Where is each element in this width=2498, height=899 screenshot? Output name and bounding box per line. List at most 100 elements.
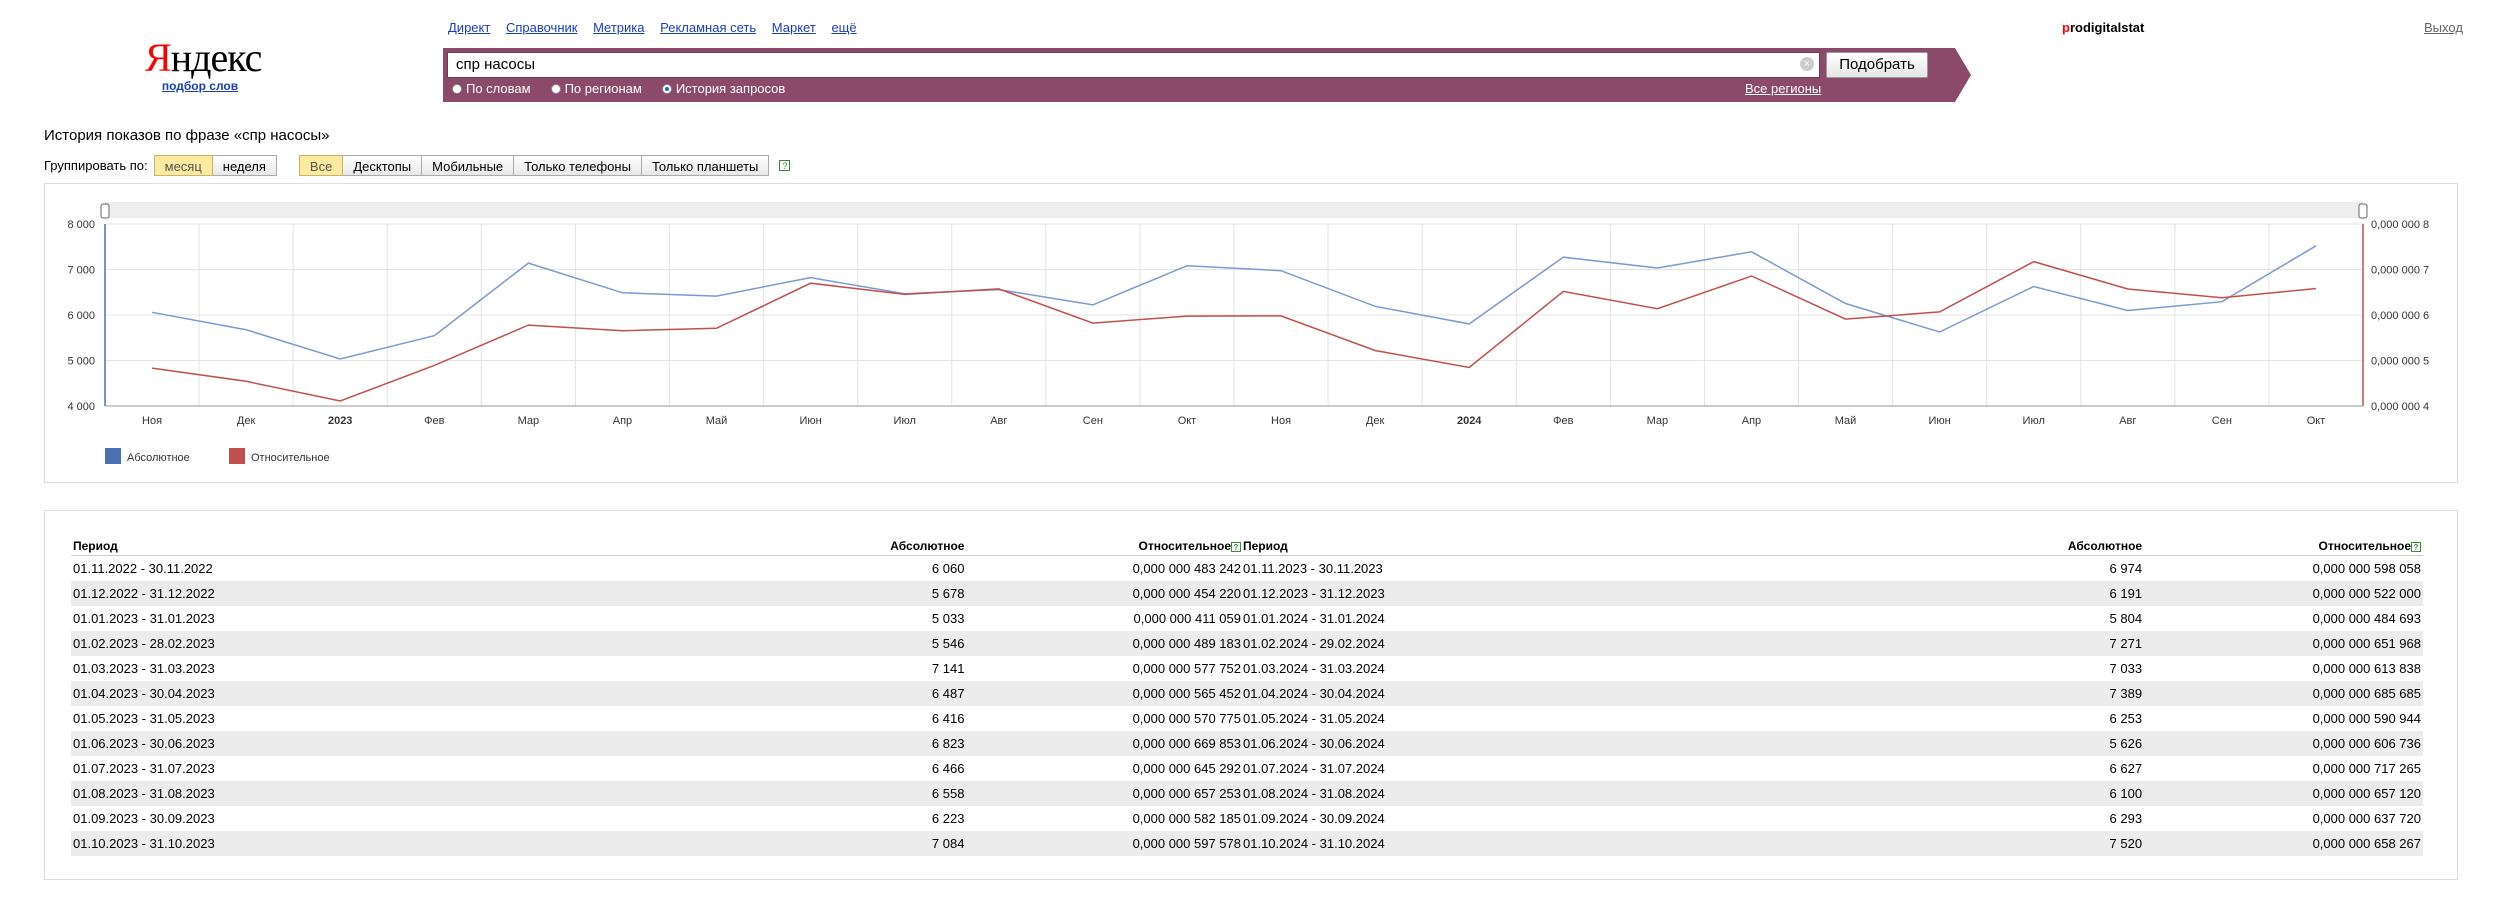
- x-tick-label: Окт: [1178, 415, 1197, 427]
- relative-cell: 0,000 000 489 183: [966, 631, 1243, 656]
- x-tick-label: Авг: [990, 415, 1007, 427]
- y-left-tick-label: 8 000: [67, 219, 95, 231]
- relative-cell: 0,000 000 454 220: [966, 581, 1243, 606]
- clear-icon[interactable]: ×: [1800, 57, 1814, 71]
- search-submit-button[interactable]: Подобрать: [1826, 52, 1928, 78]
- help-icon[interactable]: ?: [1231, 541, 1241, 552]
- device-all-button[interactable]: Все: [298, 155, 344, 176]
- radio-label: По словам: [466, 81, 531, 96]
- absolute-cell: 6 466: [931, 761, 965, 776]
- y-right-tick-label: 0,000 000 6: [2371, 310, 2429, 322]
- table-row: 01.06.2023 - 30.06.2023 6 823 0,000 000 66…: [71, 731, 1243, 756]
- column-header-absolute: Абсолютное: [774, 537, 967, 556]
- absolute-cell: 7 520: [1950, 831, 2145, 856]
- nav-link-more[interactable]: ещё: [831, 20, 857, 35]
- period-cell: 01.10.2024 - 31.10.2024: [1241, 831, 1951, 856]
- nav-link-help[interactable]: Справочник: [505, 20, 578, 35]
- table-row: 01.07.2024 - 31.07.2024 6 627 0,000 000 71…: [1241, 756, 2423, 781]
- nav-link-metrika[interactable]: Метрика: [593, 20, 645, 35]
- yandex-logo[interactable]: Яндекс подбор слов: [145, 35, 262, 94]
- series-line-relative: [151, 260, 2317, 402]
- y-left-tick-label: 4 000: [67, 401, 95, 413]
- x-tick-label: Фев: [424, 415, 444, 427]
- device-tablets-button[interactable]: Только планшеты: [641, 155, 770, 176]
- user-login-rest: rodigitalstat: [2069, 20, 2145, 35]
- absolute-cell: 5 033: [931, 611, 965, 626]
- radio-by-words[interactable]: По словам: [452, 81, 531, 96]
- logout-link[interactable]: Выход: [2424, 20, 2463, 35]
- relative-cell: 0,000 000 597 578: [966, 831, 1243, 856]
- nav-link-direct[interactable]: Директ: [448, 20, 491, 35]
- table-row: 01.12.2022 - 31.12.2022 5 678 0,000 000 45…: [71, 581, 1243, 606]
- x-tick-label: Май: [706, 415, 728, 427]
- absolute-cell: 6 558: [774, 781, 967, 806]
- device-desktop-button[interactable]: Десктопы: [343, 155, 423, 176]
- search-input[interactable]: спр насосы: [447, 52, 1820, 78]
- period-cell: 01.11.2022 - 30.11.2022: [73, 561, 213, 576]
- relative-cell: 0,000 000 577 752: [1132, 661, 1241, 676]
- x-tick-label: Дек: [1366, 415, 1385, 427]
- period-cell: 01.07.2024 - 31.07.2024: [1243, 761, 1385, 776]
- legend-swatch: [105, 448, 121, 464]
- table-row: 01.01.2024 - 31.01.2024 5 804 0,000 000 48…: [1241, 606, 2423, 631]
- navigator-handle-left: [100, 203, 110, 219]
- radio-circle-checked[interactable]: [661, 83, 672, 94]
- table-row: 01.06.2024 - 30.06.2024 5 626 0,000 000 60…: [1241, 731, 2423, 756]
- relative-cell: 0,000 000 570 775: [1132, 711, 1241, 726]
- table-row: 01.10.2024 - 31.10.2024 7 520 0,000 000 65…: [1241, 831, 2423, 856]
- absolute-cell: 7 389: [1950, 681, 2145, 706]
- x-tick-label: Июн: [800, 415, 822, 427]
- legend-swatch: [229, 448, 245, 464]
- device-phones-button[interactable]: Только телефоны: [514, 155, 642, 176]
- x-tick-label: Фев: [1553, 415, 1573, 427]
- absolute-cell: 5 546: [774, 631, 967, 656]
- table-row: 01.02.2024 - 29.02.2024 7 271 0,000 000 65…: [1241, 631, 2423, 656]
- radio-by-regions[interactable]: По регионам: [550, 81, 642, 96]
- search-bar-arrow: [1955, 48, 1971, 102]
- period-cell: 01.03.2024 - 31.03.2024: [1243, 661, 1385, 676]
- group-by-month-button[interactable]: месяц: [153, 155, 213, 176]
- relative-cell: 0,000 000 637 720: [2312, 811, 2421, 826]
- x-tick-label: Апр: [1742, 415, 1761, 427]
- column-header-period: Период: [71, 537, 775, 556]
- radio-query-history[interactable]: История запросов: [661, 81, 785, 96]
- period-cell: 01.04.2023 - 30.04.2023: [71, 681, 775, 706]
- absolute-cell: 7 271: [1950, 631, 2145, 656]
- nav-link-ad-network[interactable]: Рекламная сеть: [660, 20, 757, 35]
- group-by-week-button[interactable]: неделя: [212, 155, 277, 176]
- logo-subtitle-link[interactable]: подбор слов: [161, 79, 239, 93]
- all-regions-link[interactable]: Все регионы: [1745, 81, 1822, 96]
- radio-circle[interactable]: [452, 83, 462, 94]
- period-cell: 01.06.2023 - 30.06.2023: [71, 731, 775, 756]
- column-header-absolute: Абсолютное: [1950, 537, 2145, 556]
- absolute-cell: 6 416: [931, 711, 965, 726]
- relative-cell: 0,000 000 657 253: [966, 781, 1243, 806]
- table-row: 01.01.2023 - 31.01.2023 5 033 0,000 000 41…: [71, 606, 1243, 631]
- logo-first-letter: Я: [145, 35, 172, 80]
- radio-circle[interactable]: [550, 83, 561, 94]
- x-tick-label: Май: [1835, 415, 1857, 427]
- relative-cell: 0,000 000 685 685: [2144, 681, 2423, 706]
- absolute-cell: 6 487: [774, 681, 967, 706]
- absolute-cell: 5 626: [1950, 731, 2145, 756]
- relative-cell: 0,000 000 590 944: [2312, 711, 2421, 726]
- relative-cell: 0,000 000 565 452: [966, 681, 1243, 706]
- help-icon[interactable]: ?: [2411, 541, 2421, 552]
- nav-link-market[interactable]: Маркет: [771, 20, 816, 35]
- relative-cell: 0,000 000 658 267: [2144, 831, 2423, 856]
- x-tick-label: Ноя: [142, 415, 162, 427]
- device-mobile-button[interactable]: Мобильные: [422, 155, 515, 176]
- column-header-relative: Относительное?: [966, 537, 1243, 556]
- table-row: 01.09.2023 - 30.09.2023 6 223 0,000 000 58…: [71, 806, 1243, 831]
- user-login[interactable]: prodigitalstat: [2062, 20, 2144, 35]
- table-row: 01.09.2024 - 30.09.2024 6 293 0,000 000 63…: [1241, 806, 2423, 831]
- period-cell: 01.08.2024 - 31.08.2024: [1241, 781, 1951, 806]
- relative-cell: 0,000 000 645 292: [1132, 761, 1241, 776]
- help-icon[interactable]: ?: [779, 160, 791, 171]
- relative-cell: 0,000 000 651 968: [2144, 631, 2423, 656]
- period-cell: 01.01.2024 - 31.01.2024: [1243, 611, 1385, 626]
- period-cell: 01.07.2023 - 31.07.2023: [73, 761, 215, 776]
- period-cell: 01.04.2024 - 30.04.2024: [1241, 681, 1951, 706]
- absolute-cell: 7 033: [2109, 661, 2143, 676]
- period-cell: 01.02.2023 - 28.02.2023: [71, 631, 775, 656]
